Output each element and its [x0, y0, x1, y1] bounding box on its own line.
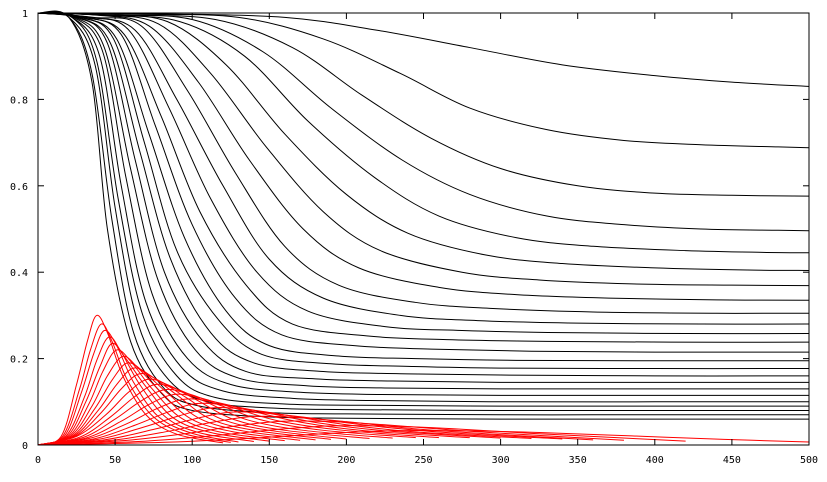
pulse-series-line-15	[37, 398, 470, 446]
decay-series-line-8	[37, 12, 809, 383]
pulse-series-line-20	[37, 420, 624, 446]
decay-series-line-23	[37, 12, 810, 149]
decay-series-line-18	[37, 12, 810, 287]
pulse-series-line-10	[37, 373, 347, 446]
decay-series-line-2	[37, 11, 809, 416]
decay-series-line-9	[37, 12, 810, 377]
decay-series-line-1	[37, 10, 809, 420]
pulse-series-line-11	[37, 378, 370, 446]
y-tick-label: 0	[22, 441, 28, 452]
x-tick-label: 50	[109, 455, 121, 466]
decay-series-group	[37, 10, 810, 420]
pulse-series-line-4	[37, 336, 254, 446]
x-tick-label: 350	[569, 455, 587, 466]
decay-series-line-12	[37, 12, 810, 353]
pulse-series-group	[37, 314, 810, 446]
decay-series-line-11	[37, 12, 810, 362]
x-tick-label: 200	[337, 455, 355, 466]
decay-series-line-13	[37, 12, 810, 343]
pulse-series-line-6	[37, 349, 285, 446]
decay-series-line-19	[37, 12, 810, 271]
y-tick-label: 1	[22, 9, 28, 20]
y-tick-label: 0.8	[10, 95, 28, 106]
x-tick-label: 300	[492, 455, 510, 466]
decay-series-line-7	[37, 12, 809, 390]
pulse-series-line-7	[37, 355, 301, 446]
y-tick-label: 0.6	[10, 182, 28, 193]
decay-series-line-5	[37, 12, 809, 403]
x-tick-label: 400	[646, 455, 664, 466]
pulse-series-line-19	[37, 415, 594, 446]
pulse-series-line-12	[37, 383, 393, 446]
x-axis-tick-labels: 0 50 100 150 200 250 300 350 400 450 500	[35, 455, 818, 466]
decay-series-line-22	[37, 12, 810, 197]
pulse-series-line-1	[37, 314, 224, 446]
decay-series-line-4	[37, 11, 809, 407]
pulse-series-line-9	[37, 367, 332, 446]
decay-series-line-3	[37, 11, 809, 412]
pulse-series-line-3	[37, 329, 239, 446]
axis-ticks	[37, 12, 810, 446]
x-tick-label: 150	[260, 455, 278, 466]
decay-series-line-20	[37, 12, 810, 254]
pulse-series-line-18	[37, 411, 563, 446]
x-tick-label: 100	[183, 455, 201, 466]
pulse-series-line-21	[37, 425, 686, 446]
pulse-series-line-14	[37, 393, 439, 446]
decay-series-line-14	[37, 12, 810, 335]
x-tick-label: 450	[723, 455, 741, 466]
decay-series-line-10	[37, 12, 810, 370]
decay-series-line-6	[37, 12, 809, 396]
x-tick-label: 250	[414, 455, 432, 466]
decay-series-line-24	[37, 12, 810, 87]
pulse-series-line-16	[37, 402, 501, 446]
x-tick-label: 0	[35, 455, 41, 466]
x-tick-label: 500	[800, 455, 818, 466]
pulse-series-line-22	[37, 429, 810, 446]
y-tick-label: 0.4	[10, 268, 28, 279]
decay-series-line-17	[37, 12, 810, 301]
decay-series-line-16	[37, 12, 810, 314]
y-tick-label: 0.2	[10, 355, 28, 366]
y-axis-tick-labels: 0 0.2 0.4 0.6 0.8 1	[10, 9, 28, 452]
decay-series-line-15	[37, 12, 810, 325]
decay-series-line-21	[37, 12, 810, 232]
